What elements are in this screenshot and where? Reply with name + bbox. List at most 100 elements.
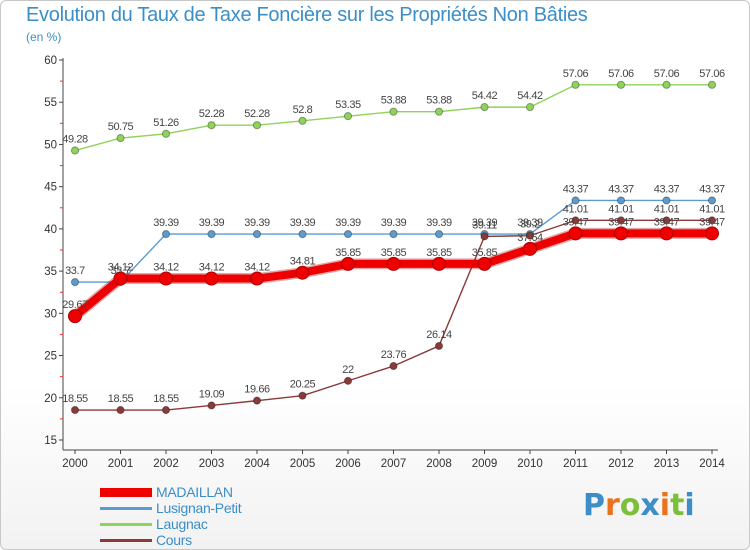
data-label-madaillan: 35.85 (381, 247, 407, 259)
data-label-madaillan: 39.47 (608, 216, 634, 228)
data-point-madaillan (159, 271, 173, 286)
series-layer (68, 80, 719, 415)
x-tick-label: 2003 (199, 458, 225, 470)
data-point-lusignan-petit (70, 277, 80, 287)
data-label-laugnac: 57.06 (563, 68, 589, 80)
data-point-lusignan-petit (707, 196, 717, 205)
data-point-cours (571, 216, 580, 225)
data-label-cours: 20.25 (290, 379, 316, 391)
data-label-cours: 18.55 (153, 393, 179, 405)
legend-label: Cours (156, 532, 192, 548)
data-label-madaillan: 34.12 (199, 262, 225, 274)
data-point-laugnac (707, 80, 717, 89)
legend-swatch (100, 523, 152, 526)
y-tick-label: 35 (44, 266, 57, 278)
x-tick-label: 2004 (244, 458, 270, 470)
data-point-cours (616, 216, 626, 225)
data-label-lusignan-petit: 33.7 (111, 265, 131, 277)
data-label-cours: 26.14 (426, 329, 452, 341)
data-point-laugnac (116, 134, 125, 143)
y-tick-label: 20 (44, 393, 57, 405)
x-tick-label: 2008 (426, 458, 452, 470)
data-point-laugnac (207, 121, 216, 130)
data-label-laugnac: 52.28 (244, 108, 270, 120)
data-label-cours: 19.66 (244, 384, 270, 396)
chart-title: Evolution du Taux de Taxe Foncière sur l… (26, 4, 588, 26)
data-label-madaillan: 35.85 (335, 247, 361, 259)
y-tick-label: 50 (44, 139, 57, 151)
chart-unit-label: (en %) (26, 30, 62, 44)
x-tick-label: 2014 (699, 458, 725, 470)
data-label-lusignan-petit: 43.37 (563, 183, 589, 195)
data-point-madaillan (659, 226, 674, 241)
data-point-cours (161, 405, 171, 415)
data-point-laugnac (525, 103, 535, 112)
data-label-lusignan-petit: 43.37 (699, 183, 725, 195)
y-tick-label: 15 (44, 435, 57, 447)
data-point-cours (389, 361, 398, 371)
x-tick-label: 2005 (290, 458, 316, 470)
data-point-madaillan (295, 265, 310, 280)
data-point-cours (298, 391, 307, 400)
data-point-madaillan (204, 271, 219, 286)
data-labels-layer: 29.67 34.12 34.12 34.12 34.12 34.81 35.85 35.85… (62, 68, 725, 405)
data-point-laugnac (298, 116, 307, 125)
data-point-lusignan-petit (207, 229, 216, 239)
data-point-cours (343, 376, 353, 385)
data-point-lusignan-petit (662, 196, 671, 205)
data-label-laugnac: 57.06 (654, 68, 680, 80)
data-point-laugnac (662, 80, 671, 89)
data-label-madaillan: 39.47 (563, 216, 589, 228)
data-label-cours: 39.11 (472, 219, 497, 231)
data-point-cours (207, 401, 216, 410)
data-label-lusignan-petit: 39.39 (290, 217, 316, 229)
data-label-laugnac: 49.28 (62, 134, 88, 146)
data-point-laugnac (571, 80, 580, 89)
data-label-laugnac: 54.42 (472, 90, 498, 102)
data-label-laugnac: 52.8 (293, 104, 313, 116)
data-point-lusignan-petit (343, 229, 353, 239)
data-label-madaillan: 35.85 (426, 247, 452, 259)
proxiti-logo: Proxiti (583, 488, 695, 523)
data-point-madaillan (386, 256, 401, 271)
data-point-lusignan-petit (252, 229, 262, 239)
data-point-madaillan (113, 271, 128, 286)
data-point-lusignan-petit (434, 229, 444, 239)
data-label-laugnac: 53.88 (426, 95, 452, 107)
data-label-madaillan: 39.47 (654, 216, 680, 228)
data-label-laugnac: 51.26 (153, 117, 179, 129)
data-point-laugnac (616, 80, 626, 89)
data-point-cours (662, 216, 671, 225)
data-label-lusignan-petit: 39.39 (335, 217, 361, 229)
data-label-laugnac: 52.28 (199, 108, 225, 120)
data-point-laugnac (252, 121, 262, 130)
data-label-cours: 18.55 (62, 393, 88, 405)
data-point-laugnac (161, 129, 171, 138)
data-label-laugnac: 53.35 (335, 99, 361, 111)
data-label-cours: 39.2 (520, 219, 540, 231)
data-label-laugnac: 57.06 (608, 68, 634, 80)
data-point-lusignan-petit (161, 229, 171, 239)
data-point-cours (70, 405, 80, 415)
data-point-madaillan (614, 226, 628, 241)
data-label-madaillan: 34.12 (244, 262, 270, 274)
y-tick-label: 30 (44, 308, 57, 320)
legend-swatch (100, 539, 152, 542)
x-tick-label: 2009 (472, 458, 498, 470)
data-label-lusignan-petit: 43.37 (608, 183, 634, 195)
data-label-lusignan-petit: 39.39 (153, 217, 179, 229)
data-label-lusignan-petit: 39.39 (472, 217, 498, 229)
data-label-laugnac: 54.42 (517, 90, 543, 102)
data-label-madaillan: 29.67 (62, 299, 88, 311)
x-tick-label: 2001 (108, 458, 134, 470)
data-label-madaillan: 37.64 (517, 232, 543, 244)
data-label-madaillan: 34.12 (108, 262, 134, 274)
x-tick-label: 2010 (517, 458, 543, 470)
data-label-lusignan-petit: 39.39 (244, 217, 270, 229)
data-label-cours: 23.76 (381, 349, 407, 361)
data-label-cours: 19.09 (199, 388, 225, 400)
legend-label: MADAILLAN (156, 484, 233, 500)
data-label-cours: 41.01 (654, 203, 680, 215)
data-label-madaillan: 35.85 (472, 247, 498, 259)
data-label-lusignan-petit: 39.39 (381, 217, 407, 229)
